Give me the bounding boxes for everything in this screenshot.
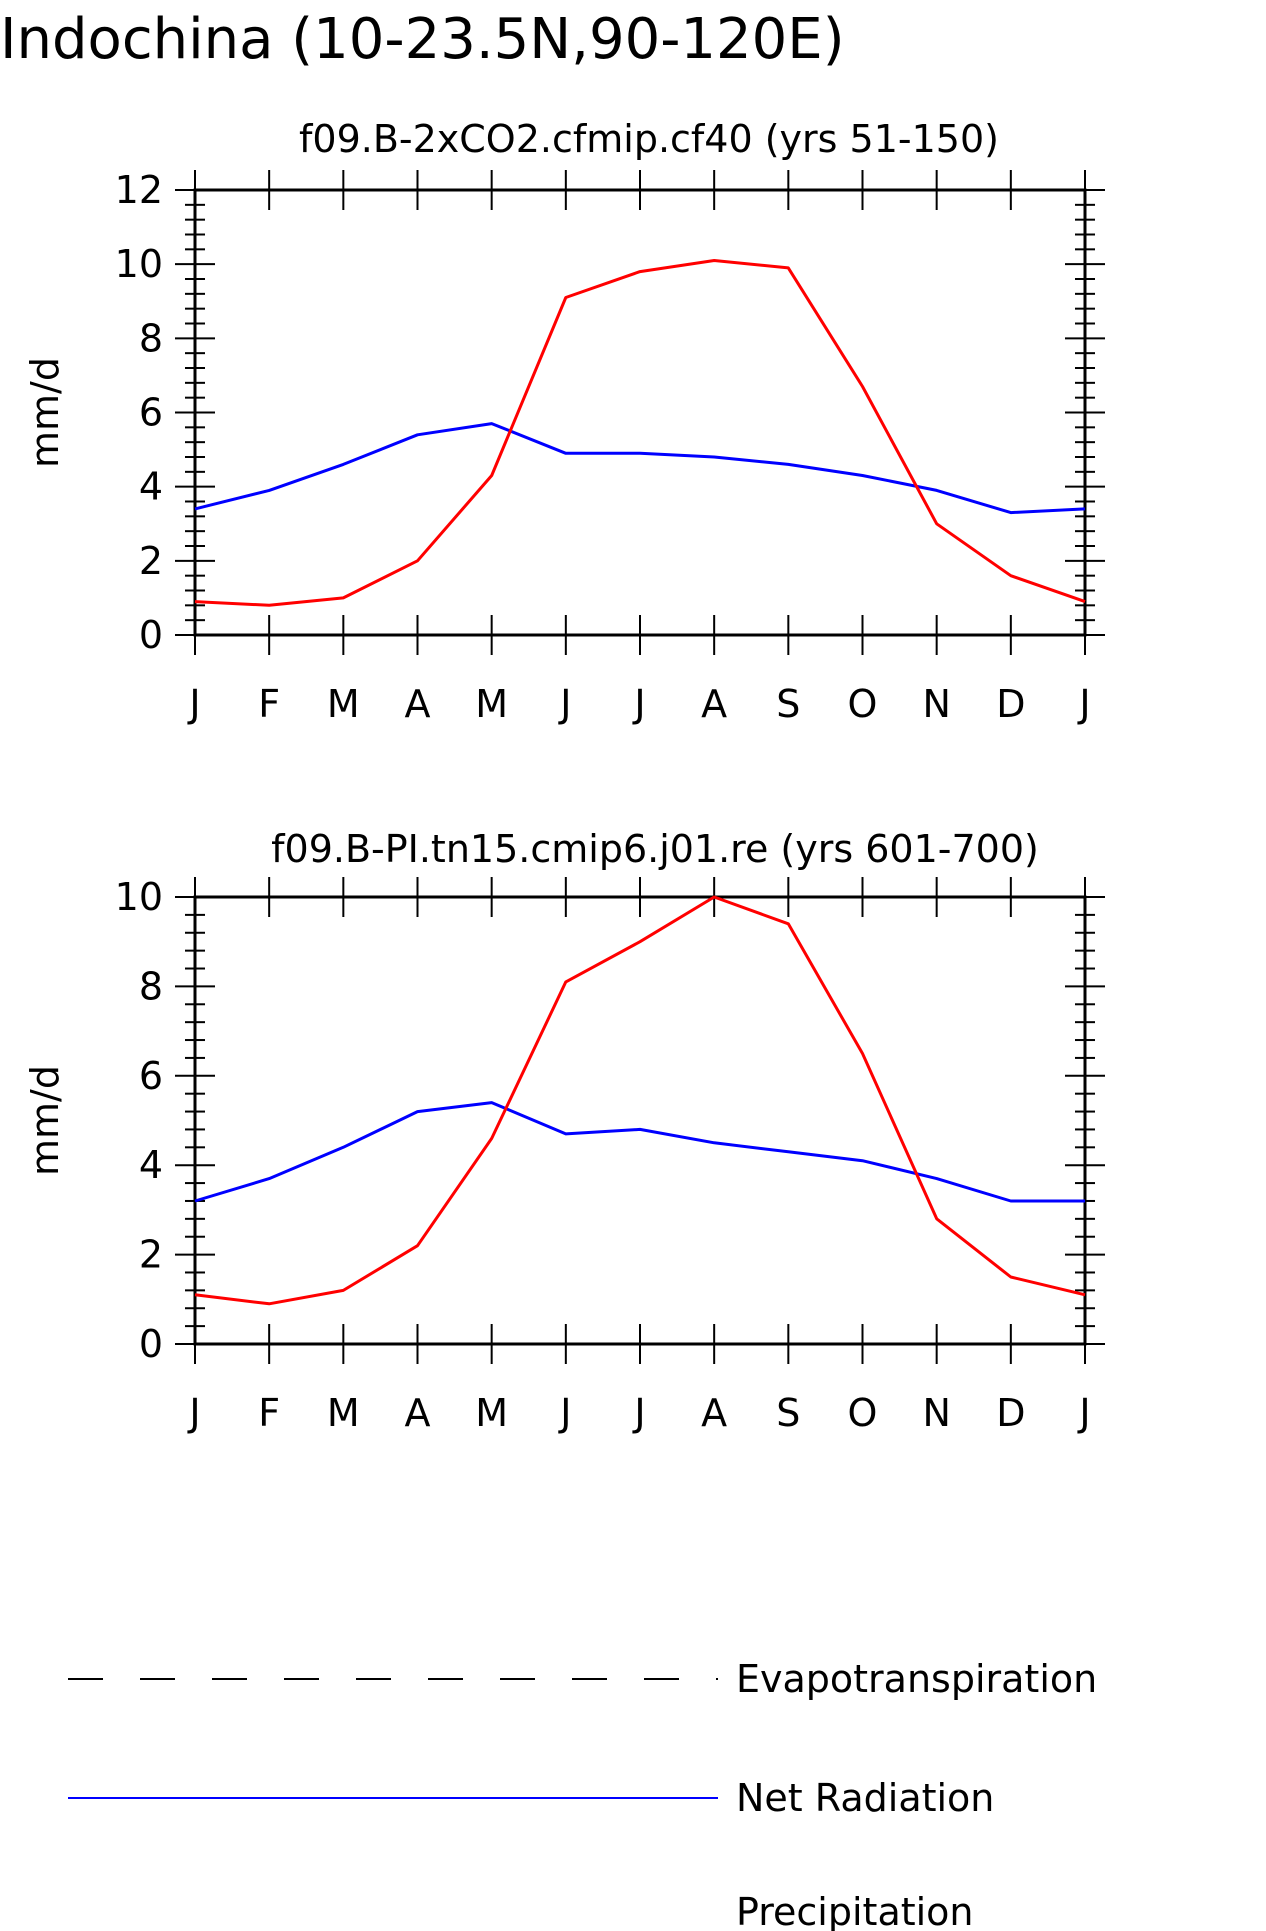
x-tick-label: A (701, 1391, 727, 1435)
legend: Evapotranspiration Net Radiation Precipita… (68, 1657, 1097, 1931)
y-tick-label: 10 (115, 242, 163, 286)
x-tick-label: F (258, 1391, 280, 1435)
y-tick-label: 0 (139, 613, 163, 657)
legend-label: Evapotranspiration (736, 1657, 1097, 1701)
x-tick-label: D (996, 1391, 1025, 1435)
x-tick-label: J (632, 682, 645, 726)
y-tick-label: 6 (139, 391, 163, 435)
y-tick-label: 2 (139, 1233, 163, 1277)
x-tick-label: J (187, 1391, 200, 1435)
series-line-precipitation (194, 895, 1086, 1306)
series-line-net-radiation (194, 1101, 1085, 1203)
x-tick-label: N (922, 682, 950, 726)
series-line-net-radiation (194, 422, 1086, 515)
y-tick-label: 4 (139, 1143, 163, 1187)
series-line-precipitation (194, 259, 1086, 607)
y-axis-label: mm/d (23, 357, 67, 468)
y-tick-label: 8 (139, 964, 163, 1008)
y-tick-label: 10 (115, 875, 163, 919)
x-tick-label: D (996, 682, 1025, 726)
x-tick-label: S (776, 1391, 800, 1435)
x-tick-label: S (776, 682, 800, 726)
y-tick-label: 12 (115, 168, 163, 212)
x-tick-label: J (558, 682, 571, 726)
figure-title: Indochina (10-23.5N,90-120E) (0, 7, 845, 72)
legend-label: Net Radiation (736, 1776, 994, 1820)
x-tick-label: J (632, 1391, 645, 1435)
x-tick-label: A (405, 1391, 431, 1435)
y-tick-label: 4 (139, 465, 163, 509)
y-axis-label: mm/d (23, 1065, 67, 1176)
x-tick-label: N (922, 1391, 950, 1435)
x-tick-label: M (327, 1391, 360, 1435)
x-tick-label: J (558, 1391, 571, 1435)
x-tick-label: A (405, 682, 431, 726)
chart-title-top: f09.B-2xCO2.cfmip.cf40 (yrs 51-150) (299, 117, 999, 161)
x-tick-label: J (1077, 1391, 1090, 1435)
x-tick-label: J (1077, 682, 1090, 726)
x-tick-label: M (475, 1391, 508, 1435)
x-tick-label: M (327, 682, 360, 726)
chart-panel-top: f09.B-2xCO2.cfmip.cf40 (yrs 51-150) 0 2 4 6… (23, 117, 1105, 726)
y-tick-label: 6 (139, 1054, 163, 1098)
y-tick-label: 0 (139, 1322, 163, 1366)
plot-frame (193, 895, 1087, 1346)
chart-title-bottom: f09.B-PI.tn15.cmip6.j01.re (yrs 601-700) (271, 827, 1039, 871)
x-tick-label: A (701, 682, 727, 726)
chart-panel-bottom: f09.B-PI.tn15.cmip6.j01.re (yrs 601-700)… (23, 827, 1105, 1435)
x-tick-label: F (258, 682, 280, 726)
x-tick-label: J (187, 682, 200, 726)
plot-frame (193, 188, 1087, 637)
x-tick-label: M (475, 682, 508, 726)
y-tick-label: 8 (139, 316, 163, 360)
x-tick-label: O (848, 1391, 878, 1435)
y-tick-label: 2 (139, 539, 163, 583)
legend-label: Precipitation (736, 1890, 974, 1931)
x-tick-label: O (848, 682, 878, 726)
